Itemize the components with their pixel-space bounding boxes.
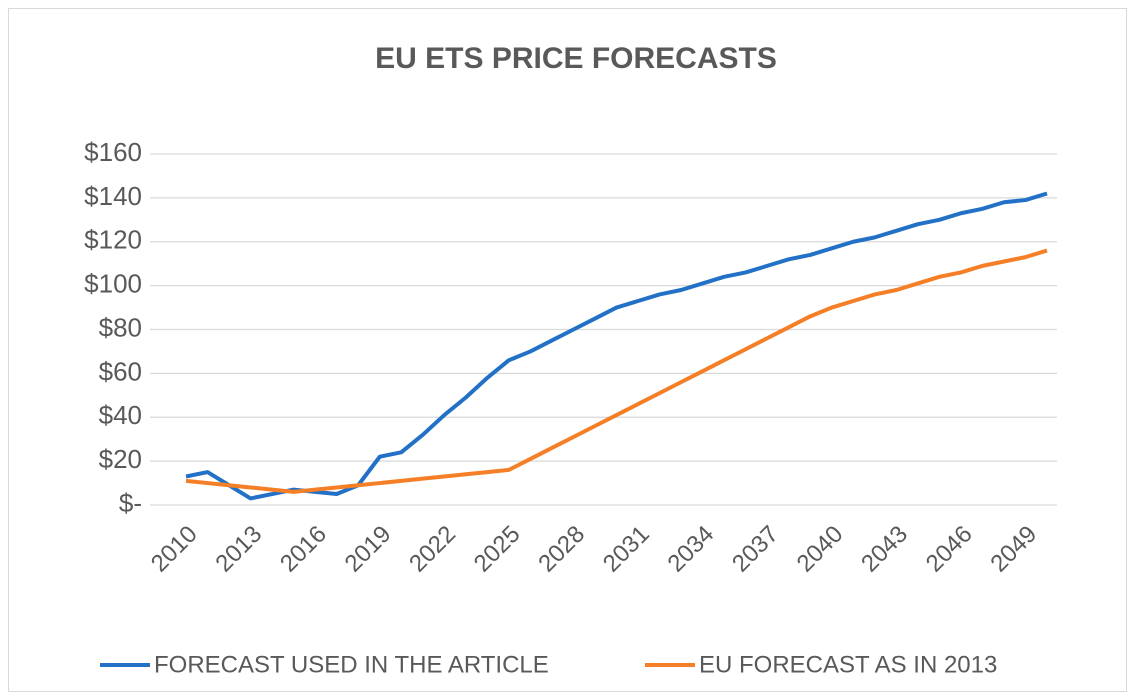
y-tick-label: $40 (99, 400, 142, 430)
line-series (185, 248, 1048, 494)
y-tick-label: $- (119, 488, 142, 518)
y-tick-label: $60 (99, 356, 142, 386)
y-tick-label: $80 (99, 312, 142, 342)
y-tick-label: $100 (84, 269, 142, 299)
y-tick-label: $120 (84, 225, 142, 255)
chart-title: EU ETS PRICE FORECASTS (375, 42, 777, 75)
y-tick-label: $20 (99, 444, 142, 474)
y-tick-label: $160 (84, 137, 142, 167)
line-series (185, 191, 1048, 501)
legend-label: FORECAST USED IN THE ARTICLE (154, 651, 549, 678)
legend-label: EU FORECAST AS IN 2013 (699, 651, 997, 678)
chart-frame (8, 8, 1127, 692)
y-tick-label: $140 (84, 181, 142, 211)
